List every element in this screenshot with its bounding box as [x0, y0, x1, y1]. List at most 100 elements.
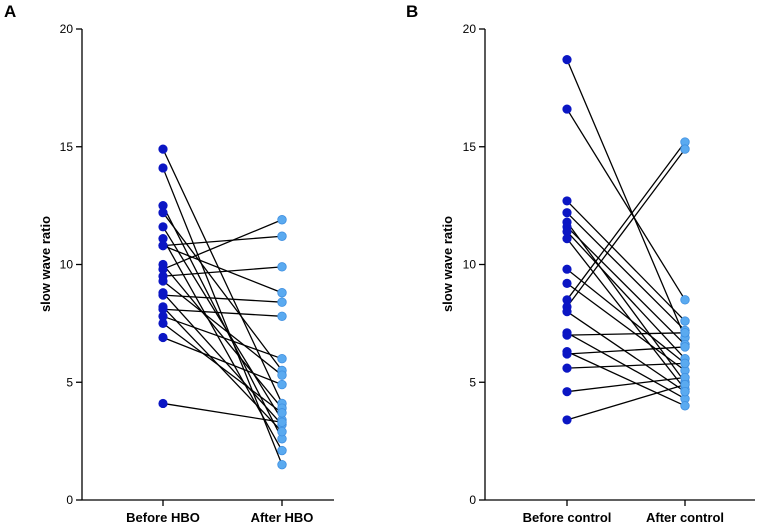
panel-a-after-point-17: [277, 379, 287, 390]
panel-a-before-point-9: [158, 264, 168, 274]
panel-b-pair-line-10: [566, 141, 686, 301]
panel-a-after-point-13: [277, 297, 287, 307]
panel-b-data: [562, 55, 690, 425]
panel-b-y-tick-label: 10: [463, 258, 477, 272]
panel-b-pair-line-11: [566, 148, 686, 308]
panel-b-x-ticks: [566, 500, 686, 506]
panel-a-before-point-19: [158, 304, 168, 314]
panel-a-after-point-15: [277, 354, 287, 364]
panel-a-after-point-7: [277, 288, 287, 298]
panel-b-before-point-0: [562, 55, 572, 65]
panel-b-category-before: Before control: [523, 510, 612, 524]
panel-b-after-point-14: [680, 401, 690, 411]
panel-a-before-point-11: [158, 276, 168, 286]
panel-b-pair-line-2: [566, 200, 686, 322]
panel-b-before-point-1: [562, 104, 572, 114]
panel-a-before-point-15: [158, 311, 168, 321]
panel-a-pair-line-0: [162, 148, 283, 404]
panel-a-after-point-19: [277, 311, 287, 322]
panel-a-pair-line-3: [162, 212, 283, 371]
panel-b-y-ticks: 0 5 10 15 20: [463, 22, 485, 507]
panel-a-pair-line-17: [162, 336, 283, 386]
panel-a-category-before: Before HBO: [126, 510, 200, 524]
panel-b-y-tick-label: 20: [463, 22, 477, 36]
panel-a-after-point-10: [277, 262, 287, 272]
panel-a-pair-line-14: [162, 306, 283, 433]
panel-b-letter: B: [406, 2, 418, 21]
panel-b-after-point-2: [680, 316, 690, 326]
panel-a-before-point-0: [158, 144, 168, 154]
panel-b-after-point-19: [680, 386, 690, 397]
panel-b-after-point-18: [680, 342, 690, 352]
panel-a-pair-line-7: [162, 245, 283, 294]
panel-a-pair-line-4: [162, 226, 283, 421]
panel-a-after-point-9: [277, 215, 287, 225]
panel-b-before-point-18: [562, 349, 572, 359]
panel-a-category-after: After HBO: [251, 510, 314, 524]
panel-a-before-point-18: [158, 398, 168, 409]
panel-a-after-point-6: [277, 231, 287, 241]
panel-a-pair-line-1: [162, 167, 283, 465]
panel-a-y-axis-label: slow wave ratio: [38, 216, 53, 312]
panel-a-before-point-1: [158, 163, 168, 173]
panel-b-y-tick-label: 0: [469, 493, 476, 507]
panel-a-data: [158, 144, 287, 470]
panel-a-before-point-3: [158, 208, 168, 218]
panel-a: A slow wave ratio 0 5 10 15 20 Before HBO Af…: [4, 2, 334, 524]
panel-a-pair-line-15: [162, 315, 283, 360]
panel-b-before-point-16: [562, 387, 572, 397]
panel-a-pair-line-12: [162, 292, 283, 426]
panel-b-pair-line-6: [566, 231, 686, 360]
panel-a-pair-line-9: [162, 219, 283, 270]
panel-a-pair-line-19: [162, 308, 283, 317]
panel-a-before-point-5: [158, 233, 168, 244]
panel-b-pair-line-0: [566, 59, 686, 338]
panel-b-y-tick-label: 5: [469, 375, 476, 389]
panel-b-before-point-8: [562, 264, 572, 274]
panel-a-before-point-16: [158, 318, 168, 328]
panel-a-pair-line-16: [162, 322, 283, 414]
panel-a-y-tick-label: 10: [60, 258, 74, 272]
panel-a-y-tick-label: 15: [60, 140, 74, 154]
panel-b-after-point-1: [680, 295, 690, 305]
panel-b-before-point-13: [562, 330, 572, 340]
panel-a-after-point-1: [277, 459, 287, 470]
panel-a-pair-line-10: [162, 266, 283, 277]
panel-b-pair-line-18: [566, 346, 686, 355]
panel-a-before-point-13: [158, 290, 168, 300]
panel-a-after-point-11: [277, 370, 287, 380]
panel-a-after-point-5: [277, 445, 287, 456]
panel-a-pair-line-13: [162, 294, 283, 303]
panel-b-pair-line-13: [566, 332, 686, 336]
panel-a-after-point-18: [277, 417, 287, 427]
panel-a-pair-line-6: [162, 235, 283, 247]
panel-b-pair-line-9: [566, 282, 686, 371]
panel-b-pair-line-17: [566, 383, 686, 421]
panel-b-pair-line-15: [566, 362, 686, 369]
panel-b-after-point-15: [680, 358, 690, 369]
panel-b-pair-line-14: [566, 351, 686, 407]
panel-a-y-ticks: 0 5 10 15 20: [60, 22, 82, 507]
panel-a-before-point-2: [158, 201, 168, 211]
panel-a-x-ticks: [162, 500, 283, 506]
panel-b-pair-line-19: [566, 311, 686, 393]
panel-a-after-point-14: [277, 427, 287, 437]
panel-b-after-point-13: [680, 328, 690, 338]
panel-a-pair-line-18: [162, 402, 283, 423]
panel-b-before-point-9: [562, 278, 572, 288]
panel-a-before-point-7: [158, 241, 168, 251]
panel-b-pair-line-16: [566, 376, 686, 393]
panel-b-before-point-17: [562, 415, 572, 425]
panel-b-pair-line-1: [566, 108, 686, 301]
panel-a-pair-line-5: [162, 238, 283, 451]
panel-a-pair-line-8: [162, 264, 283, 409]
panel-a-after-point-16: [277, 408, 287, 418]
panel-b-category-after: After control: [646, 510, 724, 524]
panel-b-pair-line-5: [566, 226, 686, 346]
panel-b-before-point-3: [562, 208, 572, 218]
panel-a-y-tick-label: 0: [66, 493, 73, 507]
panel-b-before-point-19: [562, 307, 572, 317]
panel-b-before-point-10: [562, 295, 572, 305]
panel-a-y-tick-label: 5: [66, 375, 73, 389]
